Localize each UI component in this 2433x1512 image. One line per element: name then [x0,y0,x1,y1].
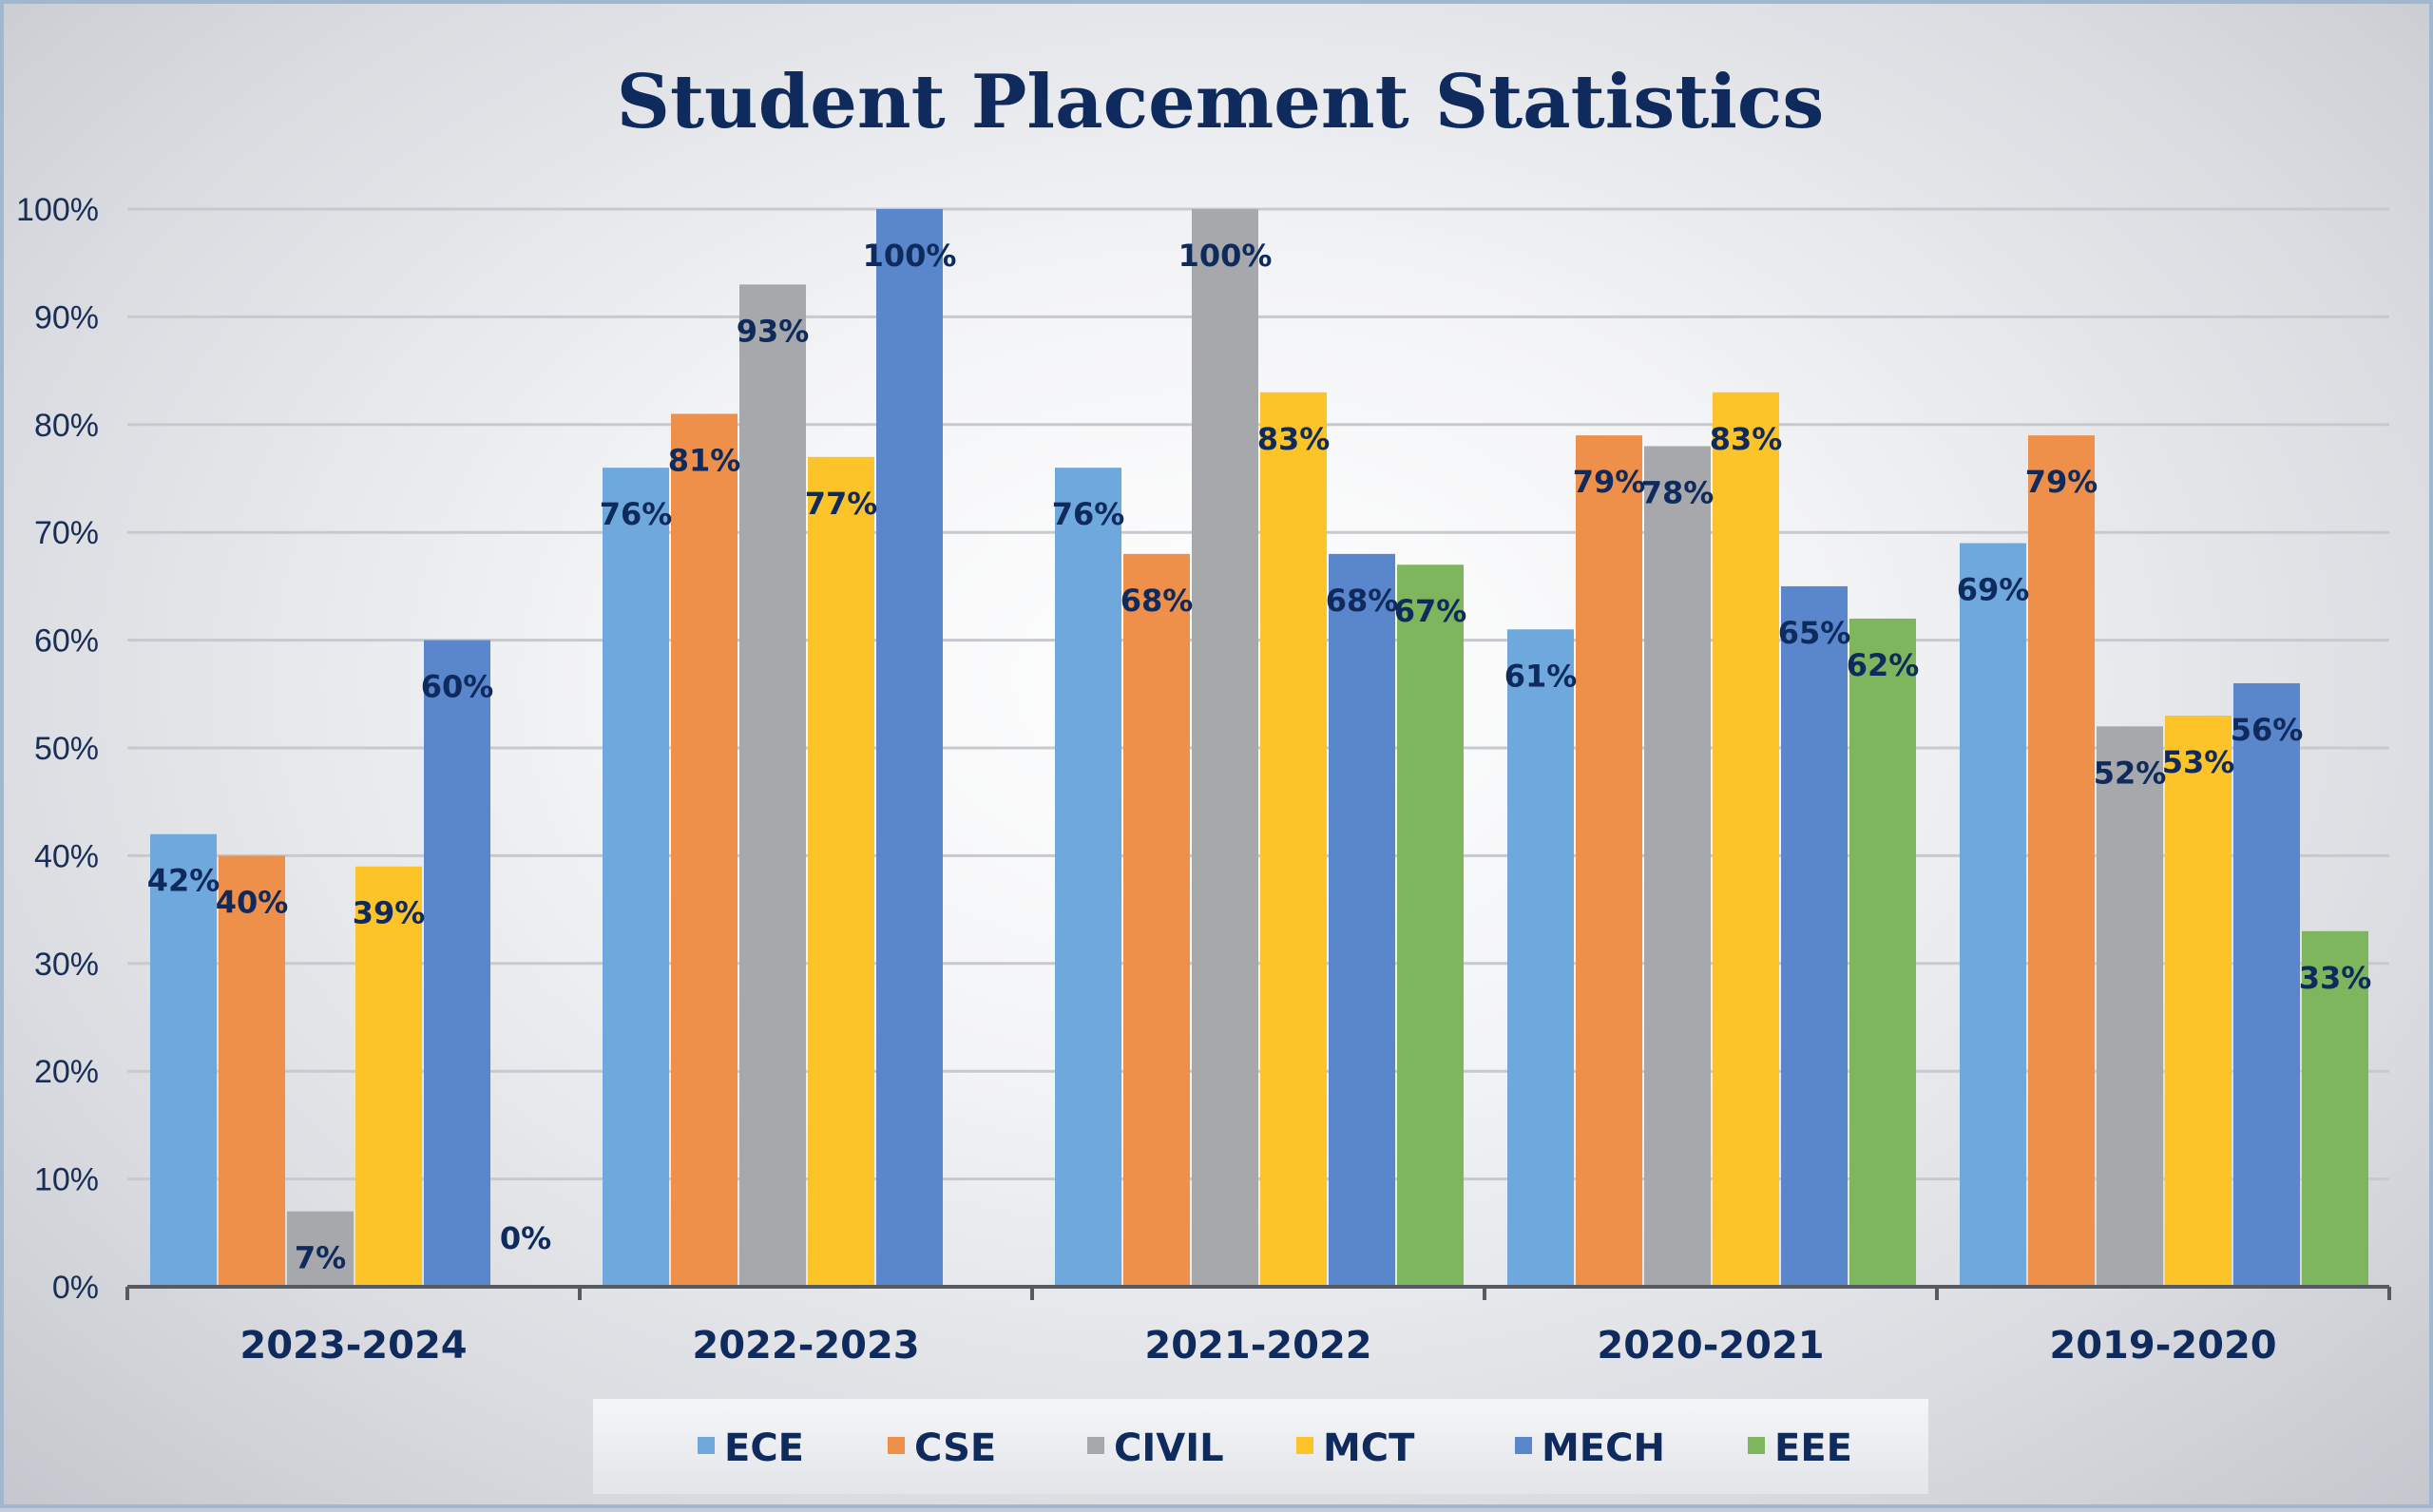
data-label: 68% [1326,583,1399,619]
bar [355,866,422,1287]
y-tick-label: 90% [34,299,99,335]
y-tick-label: 20% [34,1054,99,1090]
legend-label: CSE [914,1426,996,1470]
y-tick-label: 80% [34,408,99,444]
x-tick-label: 2019-2020 [2049,1324,2276,1368]
bar [2097,726,2163,1287]
data-label: 76% [1052,496,1125,532]
y-tick-label: 0% [52,1270,99,1306]
data-label: 7% [295,1240,346,1276]
y-tick-label: 70% [34,515,99,551]
x-axis-ticks: 2023-2024 2022-2023 2021-2022 2020-2021 2019… [239,1324,2276,1368]
bar [1397,565,1464,1287]
x-tick-label: 2021-2022 [1144,1324,1371,1368]
bar [219,855,285,1287]
legend-swatch [888,1437,905,1454]
data-label: 42% [147,863,220,899]
data-label: 39% [353,895,426,931]
data-label: 83% [1257,421,1331,457]
bar [2302,930,2368,1287]
data-label: 62% [1847,647,1920,683]
y-tick-label: 100% [16,192,99,228]
bar [1260,392,1327,1287]
bar [1713,392,1779,1287]
legend-label: MCT [1323,1426,1415,1470]
x-tick-label: 2022-2023 [692,1324,919,1368]
legend-swatch [1748,1437,1765,1454]
bar [1507,629,1574,1287]
bar [150,833,217,1287]
y-tick-label: 60% [34,623,99,660]
data-label: 83% [1710,421,1783,457]
legend-swatch [1515,1437,1532,1454]
legend-swatch [698,1437,715,1454]
data-label: 100% [863,238,957,274]
data-labels: 42%40% 7% 39% 60% 0% 76% 81% 93% 77% 100% 76% 68% 10… [147,238,2372,1276]
legend-label: CIVIL [1114,1426,1224,1470]
bar [603,468,669,1287]
bar [424,640,490,1287]
bar [1576,435,1642,1287]
x-axis [125,1285,2391,1300]
data-label: 68% [1121,583,1194,619]
x-tick-label: 2023-2024 [239,1324,467,1368]
bar [1644,446,1711,1288]
legend-label: ECE [724,1426,804,1470]
data-label: 33% [2299,960,2372,996]
y-tick-label: 50% [34,731,99,767]
data-label: 61% [1504,658,1578,694]
data-label: 78% [1641,474,1715,510]
data-label: 52% [2094,755,2167,791]
bar [2165,715,2232,1287]
data-label: 65% [1778,615,1851,651]
data-label: 56% [2231,712,2304,748]
bar [2028,435,2095,1287]
bar [2233,682,2300,1287]
bar [1055,468,1121,1287]
legend-box [593,1399,1928,1494]
bar [876,209,943,1287]
legend-label: MECH [1542,1426,1665,1470]
x-tick-label: 2020-2021 [1597,1324,1824,1368]
bar-chart: Student Placement Statistics 0% 10% 20% 30%… [16,59,2391,1494]
y-tick-label: 30% [34,947,99,983]
chart-title: Student Placement Statistics [617,59,1825,145]
y-tick-label: 40% [34,838,99,874]
legend-swatch [1087,1437,1104,1454]
data-label: 67% [1394,593,1467,629]
data-label: 100% [1178,238,1273,274]
bar [1123,553,1190,1287]
bar [739,284,806,1287]
data-label: 93% [737,313,810,349]
data-label: 79% [2025,464,2098,500]
bar [1329,553,1395,1287]
legend-label: EEE [1774,1426,1852,1470]
data-label: 81% [668,442,741,478]
y-tick-label: 10% [34,1162,99,1198]
bar [808,456,874,1287]
legend-swatch [1296,1437,1313,1454]
bar [1781,585,1848,1287]
bar [1849,618,1916,1287]
bar [1960,543,2026,1287]
bars [150,209,2368,1288]
data-label: 79% [1573,464,1646,500]
data-label: 53% [2162,744,2235,780]
data-label: 77% [805,486,878,522]
data-label: 69% [1957,572,2030,608]
data-label: 76% [600,496,673,532]
bar [1192,209,1258,1287]
legend: ECE CSE CIVIL MCT MECH EEE [593,1399,1928,1494]
bar [671,413,738,1288]
data-label: 40% [216,884,289,920]
bar [287,1211,354,1287]
y-axis-ticks: 0% 10% 20% 30% 40% 50% 60% 70% 80% 90% 100% [16,192,99,1306]
data-label: 0% [500,1220,551,1256]
data-label: 60% [421,669,494,705]
